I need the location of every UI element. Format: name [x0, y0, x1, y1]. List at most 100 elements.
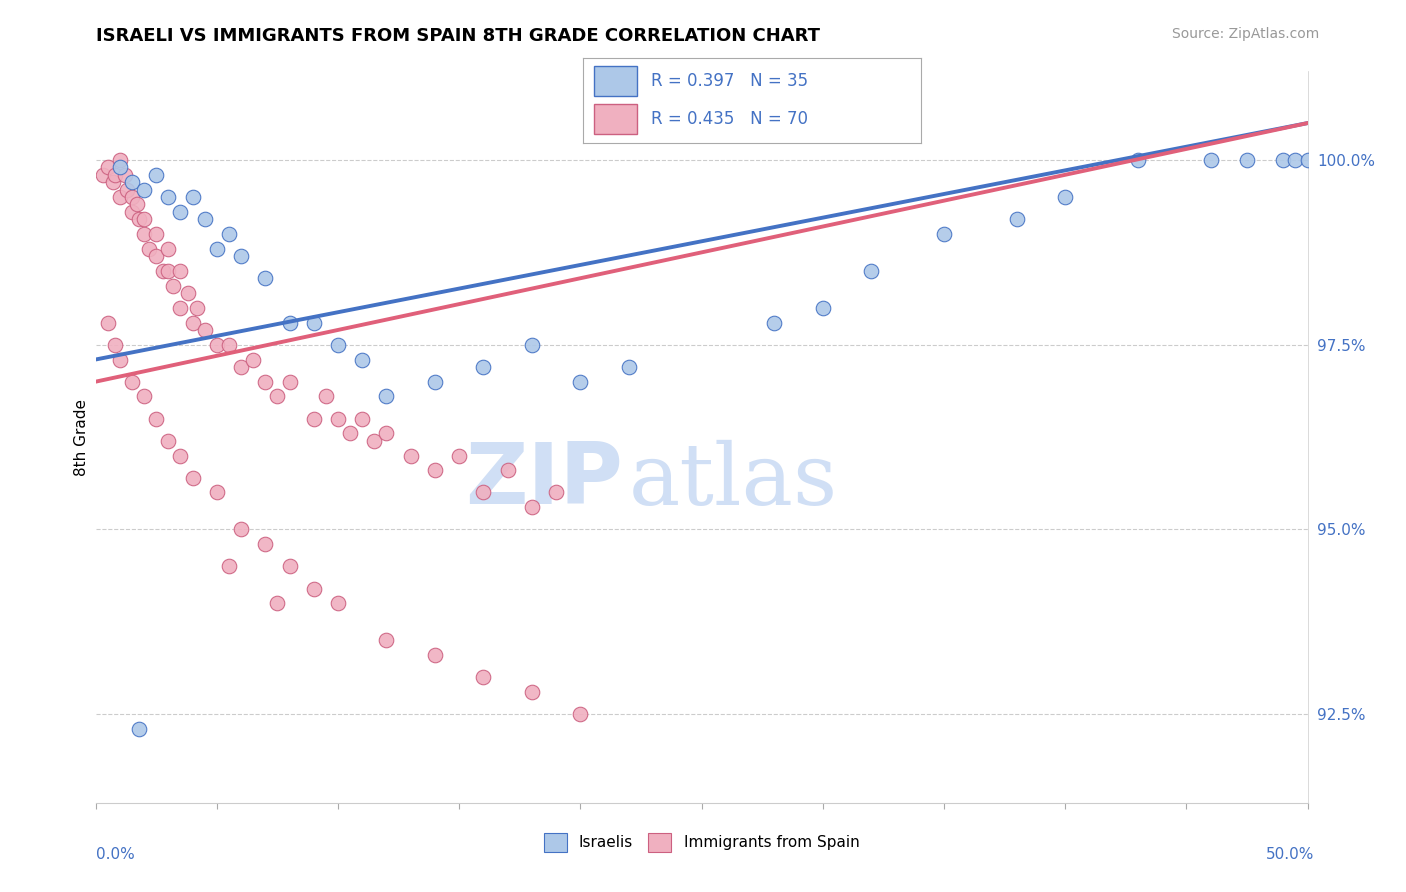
Text: ISRAELI VS IMMIGRANTS FROM SPAIN 8TH GRADE CORRELATION CHART: ISRAELI VS IMMIGRANTS FROM SPAIN 8TH GRA… [96, 27, 820, 45]
Point [496, 463, 519, 477]
Point [242, 352, 264, 367]
Point [860, 264, 883, 278]
Point [1005, 212, 1028, 227]
Point [97, 161, 120, 175]
Point [352, 352, 374, 367]
Point [128, 212, 150, 227]
Text: R = 0.397   N = 35: R = 0.397 N = 35 [651, 72, 808, 90]
Point [302, 316, 325, 330]
Point [101, 175, 124, 189]
Y-axis label: 8th Grade: 8th Grade [73, 399, 89, 475]
Point [169, 449, 191, 463]
Point [121, 375, 143, 389]
Point [91, 168, 114, 182]
Point [205, 242, 228, 256]
Point [617, 359, 640, 374]
Text: Source: ZipAtlas.com: Source: ZipAtlas.com [1171, 27, 1319, 41]
Point [218, 227, 240, 241]
Point [278, 316, 301, 330]
Point [108, 352, 131, 367]
Point [145, 168, 167, 182]
FancyBboxPatch shape [593, 66, 637, 96]
Point [145, 249, 167, 263]
Point [229, 359, 252, 374]
Point [1272, 153, 1295, 167]
Point [569, 375, 592, 389]
Point [121, 190, 143, 204]
Point [472, 670, 495, 684]
Point [108, 190, 131, 204]
Point [218, 559, 240, 574]
Text: 50.0%: 50.0% [1267, 847, 1315, 862]
Point [520, 337, 543, 351]
Point [218, 337, 240, 351]
Point [326, 411, 349, 425]
Point [302, 411, 325, 425]
Point [375, 633, 398, 648]
FancyBboxPatch shape [593, 103, 637, 134]
Point [326, 337, 349, 351]
Point [254, 537, 277, 551]
Point [229, 249, 252, 263]
Point [152, 264, 174, 278]
Point [229, 523, 252, 537]
Point [121, 204, 143, 219]
Point [104, 337, 127, 351]
Point [520, 685, 543, 699]
Point [128, 722, 150, 736]
Point [266, 596, 288, 610]
Point [811, 301, 834, 315]
Point [266, 389, 288, 403]
Point [138, 242, 160, 256]
Point [1296, 153, 1319, 167]
Point [278, 375, 301, 389]
Point [423, 463, 446, 477]
Point [157, 434, 180, 448]
Point [114, 168, 136, 182]
Point [254, 271, 277, 285]
Point [169, 264, 191, 278]
Point [449, 449, 471, 463]
Point [315, 389, 337, 403]
Point [399, 449, 422, 463]
Point [186, 301, 208, 315]
Text: 0.0%: 0.0% [96, 847, 135, 862]
Point [932, 227, 955, 241]
Point [181, 316, 204, 330]
Point [157, 190, 180, 204]
Point [1199, 153, 1222, 167]
Point [472, 359, 495, 374]
Point [169, 204, 191, 219]
Point [108, 161, 131, 175]
Point [363, 434, 385, 448]
Point [157, 242, 180, 256]
Point [121, 175, 143, 189]
Point [181, 190, 204, 204]
Point [145, 227, 167, 241]
Legend: Israelis, Immigrants from Spain: Israelis, Immigrants from Spain [537, 827, 866, 858]
Point [254, 375, 277, 389]
Text: ZIP: ZIP [465, 440, 623, 523]
Point [162, 278, 184, 293]
Text: R = 0.435   N = 70: R = 0.435 N = 70 [651, 110, 808, 128]
Point [1054, 190, 1077, 204]
Point [546, 485, 568, 500]
Point [763, 316, 786, 330]
Point [1126, 153, 1149, 167]
Point [132, 183, 155, 197]
Point [108, 153, 131, 167]
Point [177, 285, 200, 300]
Point [1284, 153, 1306, 167]
Point [278, 559, 301, 574]
Point [352, 411, 374, 425]
Point [339, 426, 361, 441]
Point [132, 227, 155, 241]
Point [569, 707, 592, 722]
Point [302, 582, 325, 596]
Point [125, 197, 148, 211]
Point [132, 389, 155, 403]
Point [205, 337, 228, 351]
Point [520, 500, 543, 515]
Point [132, 212, 155, 227]
Point [375, 426, 398, 441]
